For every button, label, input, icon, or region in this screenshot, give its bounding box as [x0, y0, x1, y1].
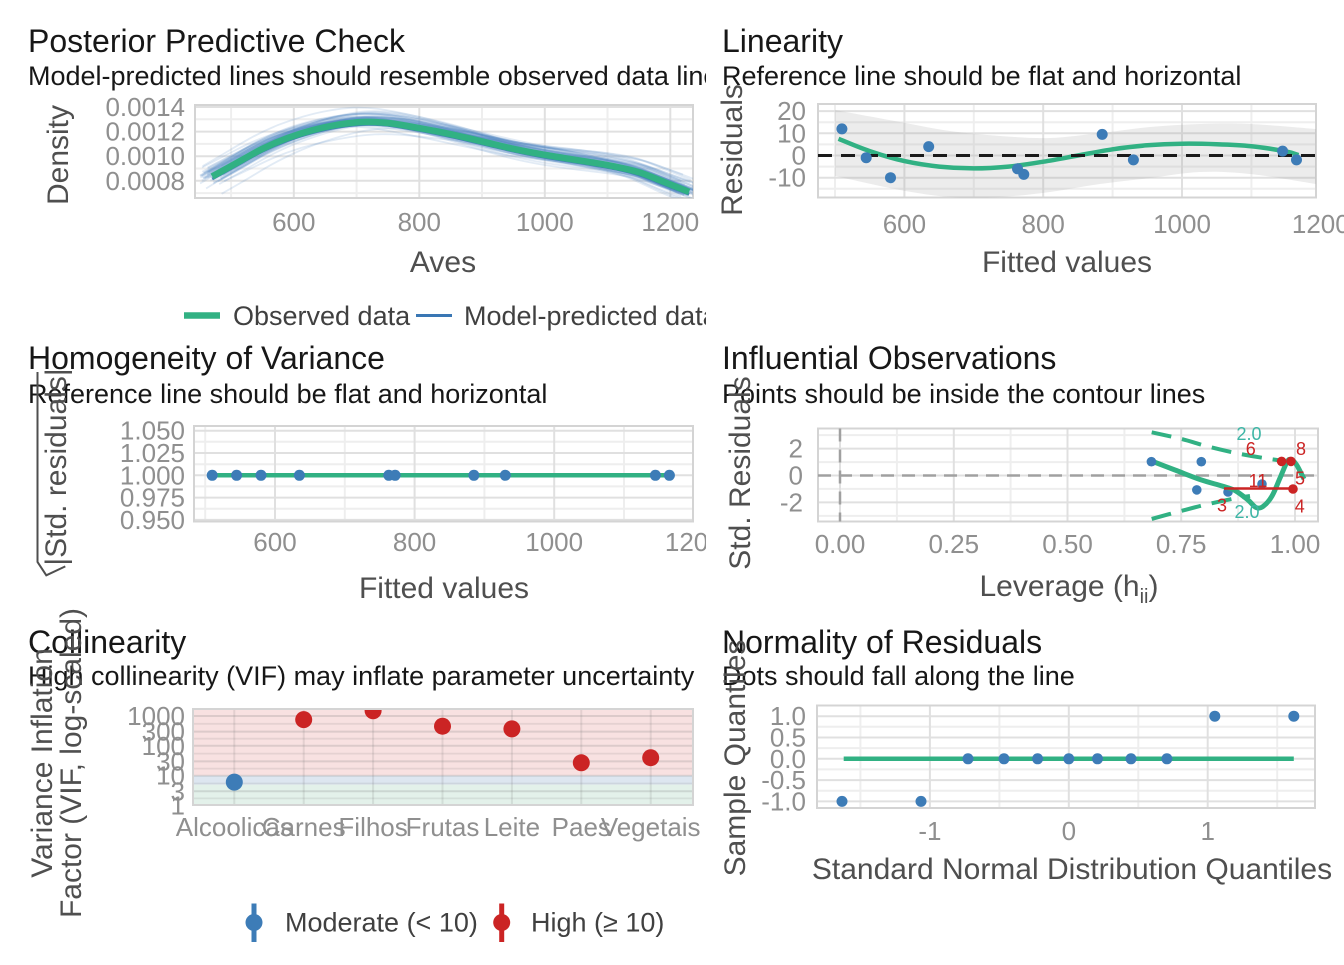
svg-text:0.0008: 0.0008 [105, 166, 185, 196]
svg-text:1.00: 1.00 [1270, 529, 1321, 559]
svg-text:4: 4 [1295, 497, 1305, 517]
svg-text:1000: 1000 [127, 701, 185, 731]
svg-text:1200: 1200 [641, 207, 699, 237]
svg-text:3: 3 [171, 776, 185, 806]
svg-text:Model-predicted data: Model-predicted data [464, 301, 719, 331]
svg-text:Frutas: Frutas [406, 812, 480, 842]
svg-text:Leite: Leite [484, 812, 540, 842]
svg-text:0: 0 [792, 141, 806, 171]
svg-text:600: 600 [272, 207, 315, 237]
svg-text:Collinearity: Collinearity [28, 624, 186, 660]
svg-text:Linearity: Linearity [722, 23, 843, 59]
svg-text:Alcoolicas: Alcoolicas [176, 812, 293, 842]
svg-text:1.050: 1.050 [120, 416, 185, 446]
svg-text:-0.5: -0.5 [761, 765, 806, 795]
svg-text:6: 6 [1246, 439, 1256, 459]
svg-text:High collinearity (VIF) may in: High collinearity (VIF) may inflate para… [28, 661, 695, 691]
svg-text:600: 600 [253, 527, 296, 557]
svg-text:Aves: Aves [410, 246, 476, 279]
svg-text:Model-predicted lines should r: Model-predicted lines should resemble ob… [28, 61, 718, 91]
svg-text:1000: 1000 [516, 207, 574, 237]
svg-text:Fitted values: Fitted values [359, 572, 529, 605]
svg-text:0.0: 0.0 [770, 744, 806, 774]
svg-text:10: 10 [777, 118, 806, 148]
svg-text:Reference line should be flat: Reference line should be flat and horizo… [28, 379, 547, 409]
svg-text:800: 800 [398, 207, 441, 237]
svg-text:11: 11 [1249, 471, 1268, 491]
svg-text:1.0: 1.0 [770, 701, 806, 731]
svg-text:30: 30 [156, 746, 185, 776]
svg-text:0.950: 0.950 [120, 505, 185, 535]
svg-text:Influential Observations: Influential Observations [722, 340, 1056, 376]
svg-text:-1: -1 [918, 816, 941, 846]
svg-text:2.0: 2.0 [1236, 424, 1261, 444]
svg-text:Residuals: Residuals [716, 84, 749, 216]
svg-text:-1.0: -1.0 [761, 786, 806, 816]
svg-text:1000: 1000 [525, 527, 583, 557]
svg-text:-2: -2 [780, 487, 803, 517]
svg-text:Paes: Paes [552, 812, 611, 842]
svg-text:10: 10 [156, 761, 185, 791]
svg-text:Sample Quantiles: Sample Quantiles [719, 640, 752, 877]
svg-text:0: 0 [789, 461, 803, 491]
svg-text:Filhos: Filhos [338, 812, 407, 842]
svg-text:Factor (VIF, log-scaled): Factor (VIF, log-scaled) [55, 608, 88, 918]
svg-text:0.00: 0.00 [815, 529, 866, 559]
svg-text:1200: 1200 [1292, 209, 1344, 239]
svg-text:Density: Density [42, 105, 75, 205]
svg-text:800: 800 [1022, 209, 1065, 239]
svg-text:1: 1 [171, 791, 185, 821]
svg-text:0.5: 0.5 [770, 723, 806, 753]
svg-text:1000: 1000 [1153, 209, 1211, 239]
svg-text:5: 5 [1295, 469, 1305, 489]
svg-text:Points should be inside the co: Points should be inside the contour line… [722, 379, 1205, 409]
svg-text:1200: 1200 [665, 527, 723, 557]
svg-text:Dots should fall along the lin: Dots should fall along the line [722, 661, 1075, 691]
svg-text:Leverage (hii): Leverage (hii) [980, 570, 1159, 608]
svg-text:1: 1 [1200, 816, 1214, 846]
svg-text:Posterior Predictive Check: Posterior Predictive Check [28, 23, 406, 59]
svg-text:800: 800 [393, 527, 436, 557]
svg-text:0.0010: 0.0010 [105, 141, 185, 171]
svg-text:Carnes: Carnes [262, 812, 346, 842]
svg-text:High (≥ 10): High (≥ 10) [531, 908, 664, 938]
svg-text:3: 3 [1217, 496, 1227, 516]
svg-text:0.975: 0.975 [120, 483, 185, 513]
svg-text:Normality of Residuals: Normality of Residuals [722, 624, 1042, 660]
svg-text:0.75: 0.75 [1156, 529, 1207, 559]
svg-text:0.50: 0.50 [1042, 529, 1093, 559]
svg-text:Observed data: Observed data [233, 301, 411, 331]
svg-text:-10: -10 [768, 163, 806, 193]
svg-text:1.000: 1.000 [120, 460, 185, 490]
svg-text:0: 0 [1062, 816, 1076, 846]
svg-text:8: 8 [1296, 439, 1306, 459]
svg-text:300: 300 [142, 717, 185, 747]
svg-text:Fitted values: Fitted values [982, 246, 1152, 279]
svg-text:20: 20 [777, 96, 806, 126]
svg-text:0.0012: 0.0012 [105, 117, 185, 147]
svg-text:1.025: 1.025 [120, 438, 185, 468]
svg-text:2.0: 2.0 [1234, 502, 1259, 522]
svg-text:Standard Normal Distribution Q: Standard Normal Distribution Quantiles [812, 853, 1332, 886]
svg-text:Variance Inflation: Variance Inflation [26, 648, 59, 878]
svg-text:600: 600 [883, 209, 926, 239]
svg-text:Vegetais: Vegetais [601, 812, 701, 842]
svg-text:Moderate (< 10): Moderate (< 10) [285, 908, 478, 938]
svg-text:|Std. residuals|: |Std. residuals| [40, 368, 73, 565]
svg-text:Std. Residuals: Std. Residuals [724, 376, 757, 569]
svg-text:0.25: 0.25 [928, 529, 979, 559]
svg-text:Reference line should be flat: Reference line should be flat and horizo… [722, 61, 1241, 91]
svg-text:0.0014: 0.0014 [105, 92, 185, 122]
svg-text:100: 100 [142, 731, 185, 761]
svg-text:2: 2 [789, 434, 803, 464]
svg-text:Homogeneity of Variance: Homogeneity of Variance [28, 340, 385, 376]
